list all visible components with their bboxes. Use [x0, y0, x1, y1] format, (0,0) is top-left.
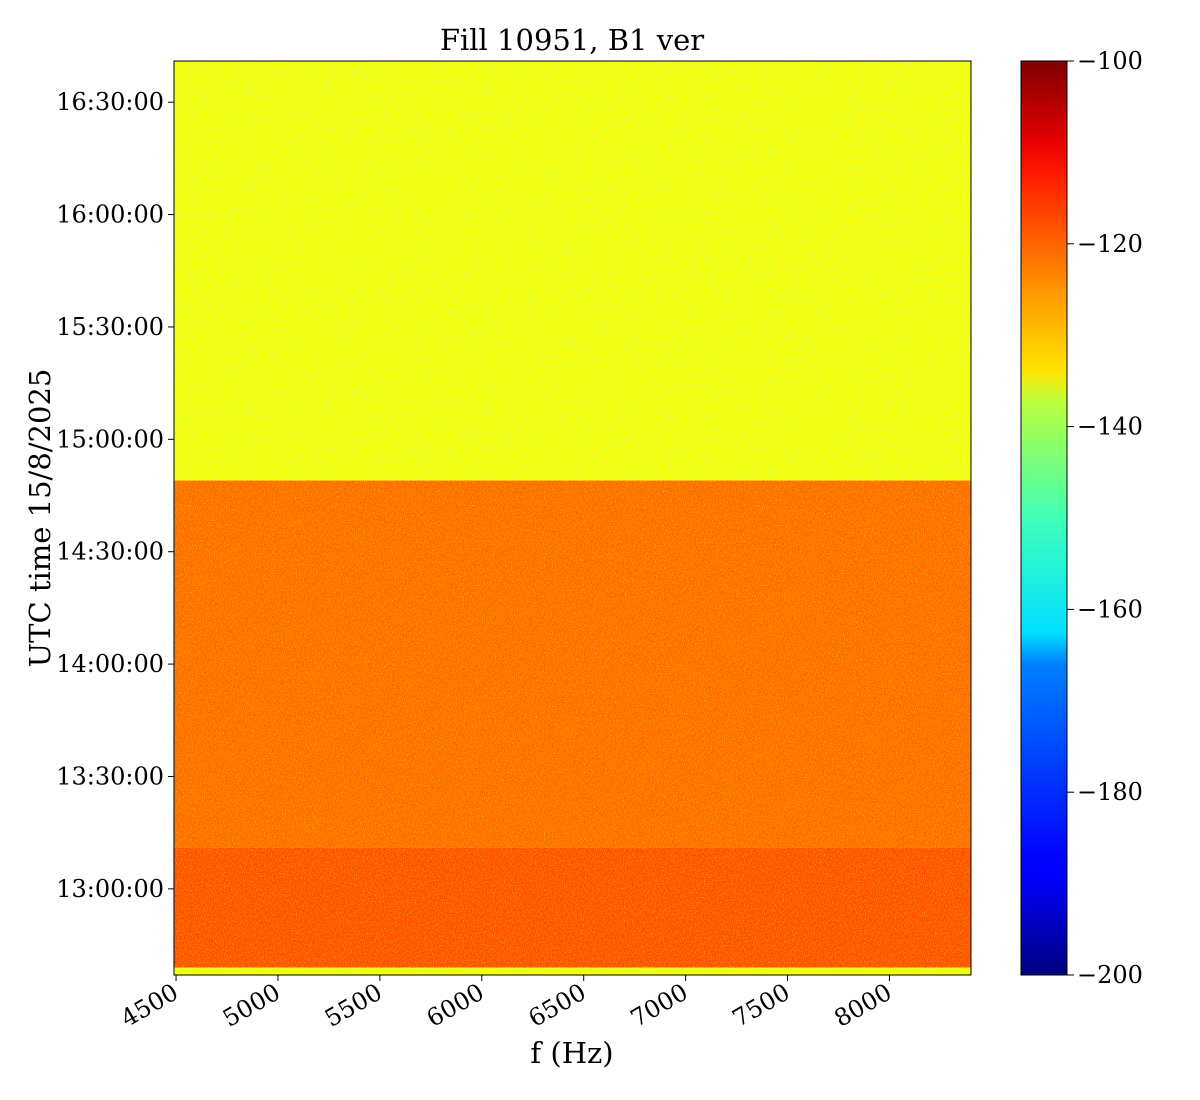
chart-title: Fill 10951, B1 ver — [440, 23, 704, 57]
colorbar-gradient — [1020, 60, 1068, 976]
x-tick-label: 7000 — [626, 978, 693, 1033]
y-tick-label: 14:00:00 — [56, 650, 164, 678]
colorbar-tick-label: −180 — [1077, 778, 1143, 806]
y-tick-label: 15:30:00 — [56, 313, 164, 341]
x-axis-label: f (Hz) — [530, 1036, 613, 1070]
colorbar: −100 −120 −140 −160 −180 −200 — [1020, 47, 1143, 989]
x-tick-label: 5500 — [320, 978, 387, 1033]
y-axis: 16:30:00 16:00:00 15:30:00 15:00:00 14:30:00… — [56, 88, 174, 903]
y-tick-label: 16:00:00 — [56, 201, 164, 229]
y-tick-label: 14:30:00 — [56, 538, 164, 566]
x-tick-label: 5000 — [218, 978, 285, 1033]
colorbar-tick-label: −200 — [1077, 961, 1143, 989]
plot-frame — [173, 60, 972, 976]
x-tick-label: 6000 — [422, 978, 489, 1033]
spectrogram-region — [174, 847, 971, 968]
y-tick-label: 15:00:00 — [56, 425, 164, 453]
y-tick-label: 13:30:00 — [56, 762, 164, 790]
colorbar-tick-label: −100 — [1077, 47, 1143, 75]
x-tick-label: 6500 — [524, 978, 591, 1033]
colorbar-tick-label: −160 — [1077, 595, 1143, 623]
spectrogram-region — [174, 61, 971, 481]
y-tick-label: 13:00:00 — [56, 875, 164, 903]
y-axis-label: UTC time 15/8/2025 — [23, 369, 57, 668]
spectrogram-region — [174, 480, 971, 848]
x-tick-label: 8000 — [830, 978, 897, 1033]
colorbar-tick-label: −140 — [1077, 413, 1143, 441]
spectrogram-plot-area — [174, 61, 971, 975]
x-tick-label: 7500 — [728, 978, 795, 1033]
colorbar-tick-label: −120 — [1077, 230, 1143, 258]
spectrogram-region — [174, 967, 971, 975]
y-tick-label: 16:30:00 — [56, 88, 164, 116]
x-tick-label: 4500 — [116, 978, 183, 1033]
x-axis: 4500 5000 5500 6000 6500 7000 7500 8000 — [116, 975, 896, 1033]
